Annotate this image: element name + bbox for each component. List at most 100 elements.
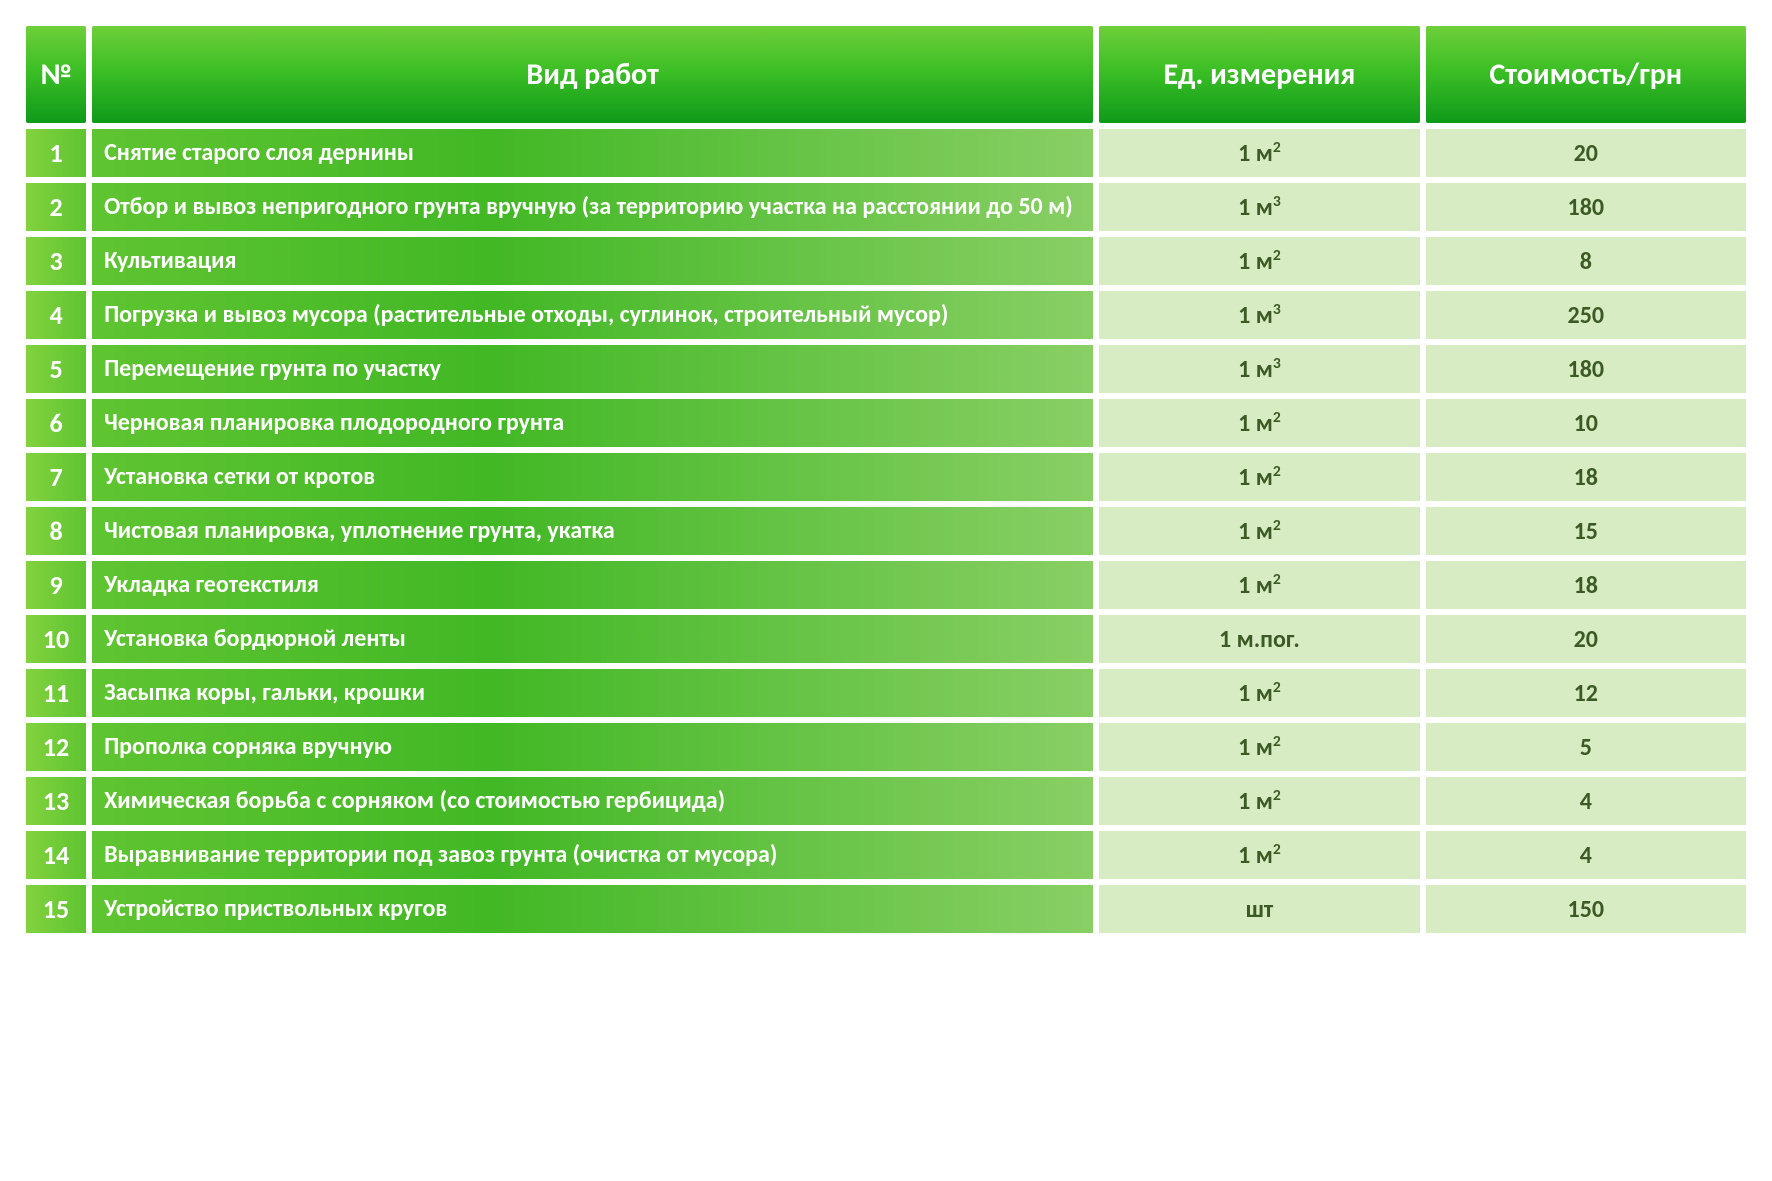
row-unit: 1 м.пог. — [1099, 615, 1419, 663]
unit-sup: 2 — [1273, 732, 1281, 751]
row-unit: 1 м2 — [1099, 453, 1419, 501]
row-cost: 8 — [1426, 237, 1746, 285]
row-number: 13 — [26, 777, 86, 825]
pricing-table: № Вид работ Ед. измерения Стоимость/грн … — [20, 20, 1752, 939]
row-work: Укладка геотекстиля — [92, 561, 1093, 609]
unit-base: 1 м — [1238, 571, 1273, 600]
row-work: Перемещение грунта по участку — [92, 345, 1093, 393]
table-row: 7Установка сетки от кротов1 м218 — [26, 453, 1746, 501]
table-row: 1Снятие старого слоя дернины1 м220 — [26, 129, 1746, 177]
row-number: 15 — [26, 885, 86, 933]
row-number: 7 — [26, 453, 86, 501]
row-unit: 1 м3 — [1099, 183, 1419, 231]
row-unit: 1 м3 — [1099, 345, 1419, 393]
row-number: 3 — [26, 237, 86, 285]
row-number: 10 — [26, 615, 86, 663]
row-unit: 1 м2 — [1099, 237, 1419, 285]
unit-sup: 2 — [1273, 570, 1281, 589]
row-work: Прополка сорняка вручную — [92, 723, 1093, 771]
table-row: 2Отбор и вывоз непригодного грунта вручн… — [26, 183, 1746, 231]
row-cost: 15 — [1426, 507, 1746, 555]
row-cost: 18 — [1426, 561, 1746, 609]
unit-base: 1 м — [1238, 841, 1273, 870]
row-work: Установка сетки от кротов — [92, 453, 1093, 501]
row-work: Культивация — [92, 237, 1093, 285]
table-row: 15Устройство приствольных кругов шт 150 — [26, 885, 1746, 933]
unit-sup: 2 — [1273, 408, 1281, 427]
table-row: 3Культивация1 м28 — [26, 237, 1746, 285]
row-number: 2 — [26, 183, 86, 231]
row-cost: 4 — [1426, 777, 1746, 825]
unit-sup: 3 — [1273, 300, 1281, 319]
row-work: Снятие старого слоя дернины — [92, 129, 1093, 177]
table-row: 10Установка бордюрной ленты 1 м.пог. 20 — [26, 615, 1746, 663]
unit-sup: 2 — [1273, 786, 1281, 805]
unit-base: 1 м — [1238, 679, 1273, 708]
unit-sup: 3 — [1273, 354, 1281, 373]
row-unit: 1 м2 — [1099, 777, 1419, 825]
table-row: 11Засыпка коры, гальки, крошки1 м212 — [26, 669, 1746, 717]
row-unit: 1 м2 — [1099, 669, 1419, 717]
row-number: 1 — [26, 129, 86, 177]
row-work: Засыпка коры, гальки, крошки — [92, 669, 1093, 717]
row-work: Погрузка и вывоз мусора (растительные от… — [92, 291, 1093, 339]
unit-sup: 2 — [1273, 516, 1281, 535]
unit-sup: 2 — [1273, 246, 1281, 265]
table-row: 9Укладка геотекстиля1 м218 — [26, 561, 1746, 609]
row-work: Установка бордюрной ленты — [92, 615, 1093, 663]
row-work: Химическая борьба с сорняком (со стоимос… — [92, 777, 1093, 825]
row-number: 6 — [26, 399, 86, 447]
row-cost: 180 — [1426, 345, 1746, 393]
row-number: 11 — [26, 669, 86, 717]
table-row: 5Перемещение грунта по участку1 м3180 — [26, 345, 1746, 393]
unit-base: 1 м — [1238, 193, 1273, 222]
row-unit: 1 м2 — [1099, 507, 1419, 555]
row-cost: 18 — [1426, 453, 1746, 501]
row-work: Чистовая планировка, уплотнение грунта, … — [92, 507, 1093, 555]
unit-base: шт — [1246, 895, 1274, 924]
row-number: 4 — [26, 291, 86, 339]
row-unit: шт — [1099, 885, 1419, 933]
row-unit: 1 м2 — [1099, 129, 1419, 177]
row-cost: 10 — [1426, 399, 1746, 447]
row-number: 14 — [26, 831, 86, 879]
table-row: 14Выравнивание территории под завоз грун… — [26, 831, 1746, 879]
unit-base: 1 м — [1238, 355, 1273, 384]
row-cost: 180 — [1426, 183, 1746, 231]
row-unit: 1 м2 — [1099, 399, 1419, 447]
header-num: № — [26, 26, 86, 123]
unit-base: 1 м.пог. — [1219, 625, 1300, 654]
unit-sup: 2 — [1273, 462, 1281, 481]
unit-sup: 2 — [1273, 138, 1281, 157]
row-work: Отбор и вывоз непригодного грунта вручну… — [92, 183, 1093, 231]
row-work: Выравнивание территории под завоз грунта… — [92, 831, 1093, 879]
unit-base: 1 м — [1238, 517, 1273, 546]
row-unit: 1 м2 — [1099, 561, 1419, 609]
row-cost: 20 — [1426, 615, 1746, 663]
row-unit: 1 м2 — [1099, 831, 1419, 879]
row-cost: 150 — [1426, 885, 1746, 933]
row-cost: 250 — [1426, 291, 1746, 339]
unit-sup: 3 — [1273, 192, 1281, 211]
row-work: Черновая планировка плодородного грунта — [92, 399, 1093, 447]
table-row: 12Прополка сорняка вручную1 м25 — [26, 723, 1746, 771]
table-row: 8Чистовая планировка, уплотнение грунта,… — [26, 507, 1746, 555]
unit-base: 1 м — [1238, 301, 1273, 330]
row-work: Устройство приствольных кругов — [92, 885, 1093, 933]
unit-base: 1 м — [1238, 787, 1273, 816]
row-number: 12 — [26, 723, 86, 771]
row-cost: 4 — [1426, 831, 1746, 879]
row-number: 5 — [26, 345, 86, 393]
unit-base: 1 м — [1238, 247, 1273, 276]
header-row: № Вид работ Ед. измерения Стоимость/грн — [26, 26, 1746, 123]
unit-sup: 2 — [1273, 840, 1281, 859]
row-number: 9 — [26, 561, 86, 609]
header-work: Вид работ — [92, 26, 1093, 123]
table-row: 4Погрузка и вывоз мусора (растительные о… — [26, 291, 1746, 339]
unit-base: 1 м — [1238, 463, 1273, 492]
row-cost: 20 — [1426, 129, 1746, 177]
table-row: 6Черновая планировка плодородного грунта… — [26, 399, 1746, 447]
unit-sup: 2 — [1273, 678, 1281, 697]
header-unit: Ед. измерения — [1099, 26, 1419, 123]
row-cost: 12 — [1426, 669, 1746, 717]
